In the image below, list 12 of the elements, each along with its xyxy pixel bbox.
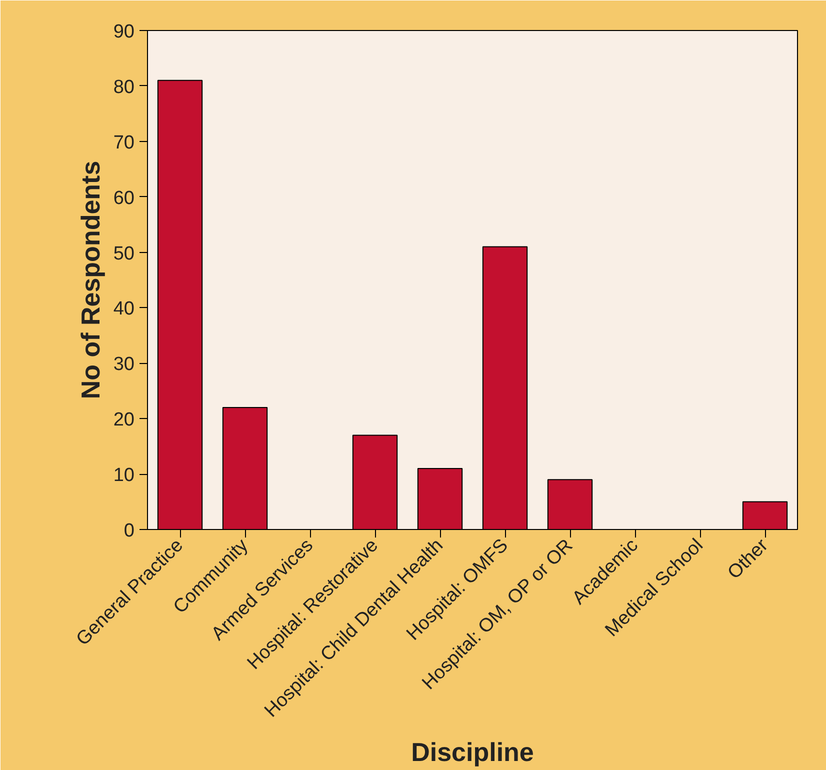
y-tick-label: 60 [113,188,135,209]
x-axis-title: Discipline [411,737,534,768]
y-tick-label: 20 [113,410,135,431]
y-tick-label: 80 [113,76,135,98]
y-tick-label: 70 [113,132,135,154]
y-tick-label: 10 [113,465,135,486]
y-tick-label: 40 [113,298,135,320]
y-tick-label: 30 [113,354,135,376]
y-tick-label: 50 [113,243,135,264]
y-tick-label: 90 [113,22,135,42]
y-axis-title: No of Respondents [75,160,106,400]
y-tick-label: 0 [124,520,135,542]
